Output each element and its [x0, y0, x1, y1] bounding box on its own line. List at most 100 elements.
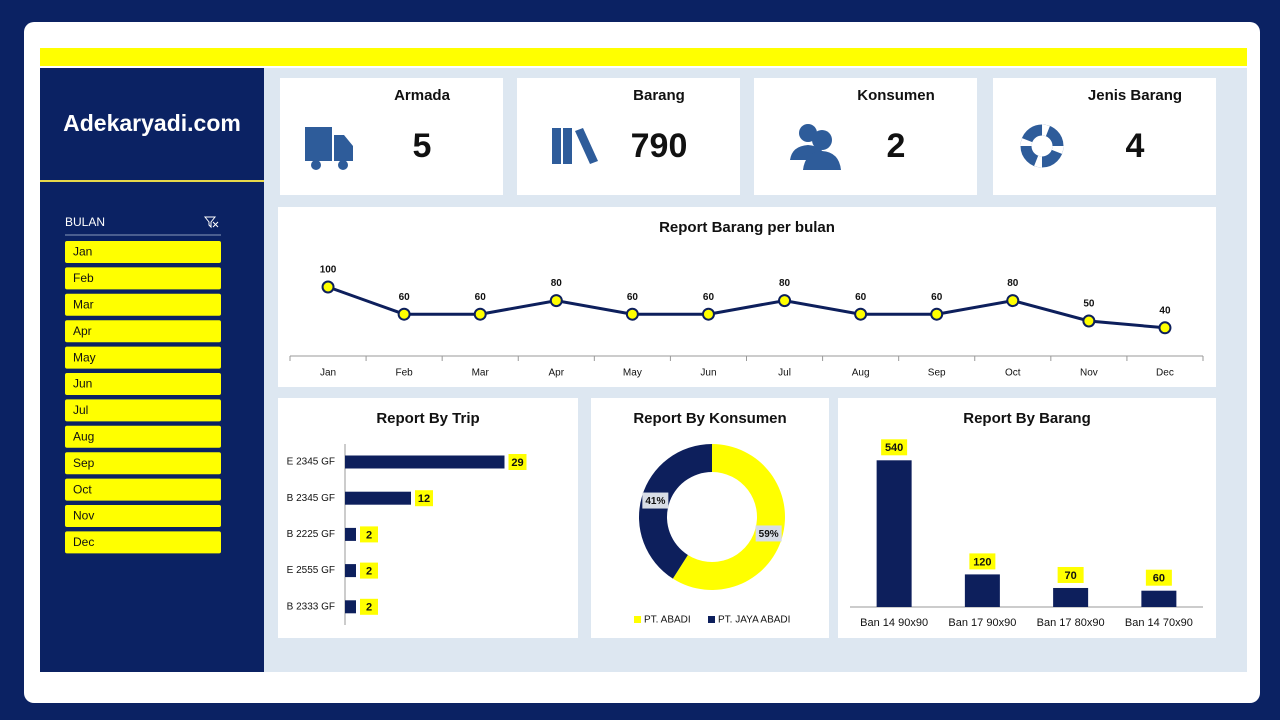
- month-button[interactable]: Aug: [65, 425, 221, 448]
- month-label: Aug: [73, 429, 94, 443]
- month-button-bg: [65, 320, 221, 343]
- month-button[interactable]: Dec: [65, 531, 221, 554]
- marker: [321, 280, 335, 294]
- month-button[interactable]: Jun: [65, 373, 221, 395]
- data-label: 29: [511, 457, 523, 469]
- top-stripe: [40, 48, 1247, 66]
- month-button-bg: [65, 373, 221, 395]
- data-label: 60: [627, 292, 639, 303]
- marker: [701, 307, 715, 321]
- sidebar: [40, 68, 264, 672]
- data-label: 12: [418, 493, 430, 505]
- kpi-value: 4: [1126, 127, 1145, 165]
- legend-label: PT. ABADI: [644, 615, 691, 626]
- x-tick-label: Feb: [396, 368, 414, 379]
- x-tick-label: Aug: [852, 368, 870, 379]
- x-tick-label: Dec: [1156, 368, 1174, 379]
- clear-filter[interactable]: [203, 216, 219, 229]
- line: [327, 285, 1166, 330]
- filter-label: BULAN: [65, 215, 105, 229]
- month-button[interactable]: Nov: [65, 505, 221, 527]
- x-tick-label: May: [623, 368, 642, 379]
- data-label-bg: [642, 492, 669, 509]
- marker: [397, 307, 411, 321]
- month-button-bg: [65, 505, 221, 527]
- y-tick-label: B 2225 GF: [287, 529, 335, 540]
- lifebuoy-icon: [1020, 124, 1064, 168]
- kpi-value: 5: [413, 127, 432, 165]
- data-label: 120: [973, 556, 991, 568]
- data-label: 50: [1083, 299, 1095, 310]
- data-label-bg: [360, 526, 378, 543]
- y-tick-label: B 2345 GF: [287, 493, 335, 504]
- month-button-bg: [65, 267, 221, 290]
- data-label: 70: [1065, 570, 1077, 582]
- month-button[interactable]: Sep: [65, 452, 221, 475]
- marker: [549, 294, 563, 308]
- month-button[interactable]: Jul: [65, 399, 221, 422]
- month-button[interactable]: Feb: [65, 267, 221, 290]
- data-label: 60: [399, 292, 411, 303]
- x-tick-label: Apr: [549, 368, 565, 379]
- month-button-bg: [65, 452, 221, 475]
- data-label: 540: [885, 442, 903, 454]
- y-tick-label: E 2555 GF: [287, 565, 335, 576]
- chart-title: Report By Trip: [376, 410, 479, 427]
- month-button[interactable]: May: [65, 346, 221, 369]
- people-icon: [790, 124, 841, 170]
- bar: [1141, 590, 1177, 607]
- month-label: Jun: [73, 377, 92, 391]
- legend-swatch: [634, 616, 641, 623]
- data-label-bg: [508, 454, 527, 470]
- data-label: 80: [551, 278, 563, 289]
- data-label: 60: [475, 292, 487, 303]
- month-button-bg: [65, 346, 221, 369]
- data-label: 2: [366, 529, 372, 541]
- marker: [778, 294, 792, 308]
- month-button[interactable]: Jan: [65, 241, 221, 263]
- x-tick-label: Ban 14 70x90: [1125, 617, 1193, 629]
- month-label: Oct: [73, 482, 92, 496]
- month-button-bg: [65, 241, 221, 263]
- month-label: Apr: [73, 324, 92, 338]
- month-button-bg: [65, 293, 221, 316]
- month-button[interactable]: Oct: [65, 478, 221, 501]
- data-label: 60: [855, 292, 867, 303]
- data-label-bg: [969, 553, 996, 570]
- month-button[interactable]: Mar: [65, 293, 221, 316]
- month-button-bg: [65, 399, 221, 422]
- donut-slice: [639, 444, 712, 579]
- x-tick-label: Sep: [928, 368, 946, 379]
- data-label-bg: [360, 598, 378, 615]
- chart-title: Report By Barang: [963, 410, 1091, 427]
- marker: [930, 307, 944, 321]
- marker: [1158, 321, 1172, 335]
- bar: [1053, 587, 1089, 607]
- marker: [854, 307, 868, 321]
- bar: [345, 600, 356, 614]
- marker: [1006, 294, 1020, 308]
- x-tick-label: Jan: [320, 368, 336, 379]
- y-tick-label: E 2345 GF: [287, 457, 335, 468]
- legend-swatch: [708, 616, 715, 623]
- data-label: 2: [366, 602, 372, 614]
- data-label-bg: [755, 525, 782, 542]
- month-label: Jan: [73, 245, 92, 259]
- month-label: May: [73, 350, 96, 364]
- kpi-label: Jenis Barang: [1088, 87, 1182, 104]
- x-tick-label: Mar: [472, 368, 490, 379]
- data-label: 60: [1153, 573, 1165, 585]
- x-tick-label: Oct: [1005, 368, 1021, 379]
- donut-slice: [672, 444, 786, 590]
- bar: [876, 460, 912, 607]
- marker: [1082, 314, 1096, 328]
- y-tick-label: B 2333 GF: [287, 601, 335, 612]
- bar: [345, 491, 411, 505]
- month-button[interactable]: Apr: [65, 320, 221, 343]
- x-tick-label: Jun: [700, 368, 716, 379]
- month-button-bg: [65, 425, 221, 448]
- kpi-label: Barang: [633, 87, 685, 104]
- data-label: 41%: [645, 496, 665, 507]
